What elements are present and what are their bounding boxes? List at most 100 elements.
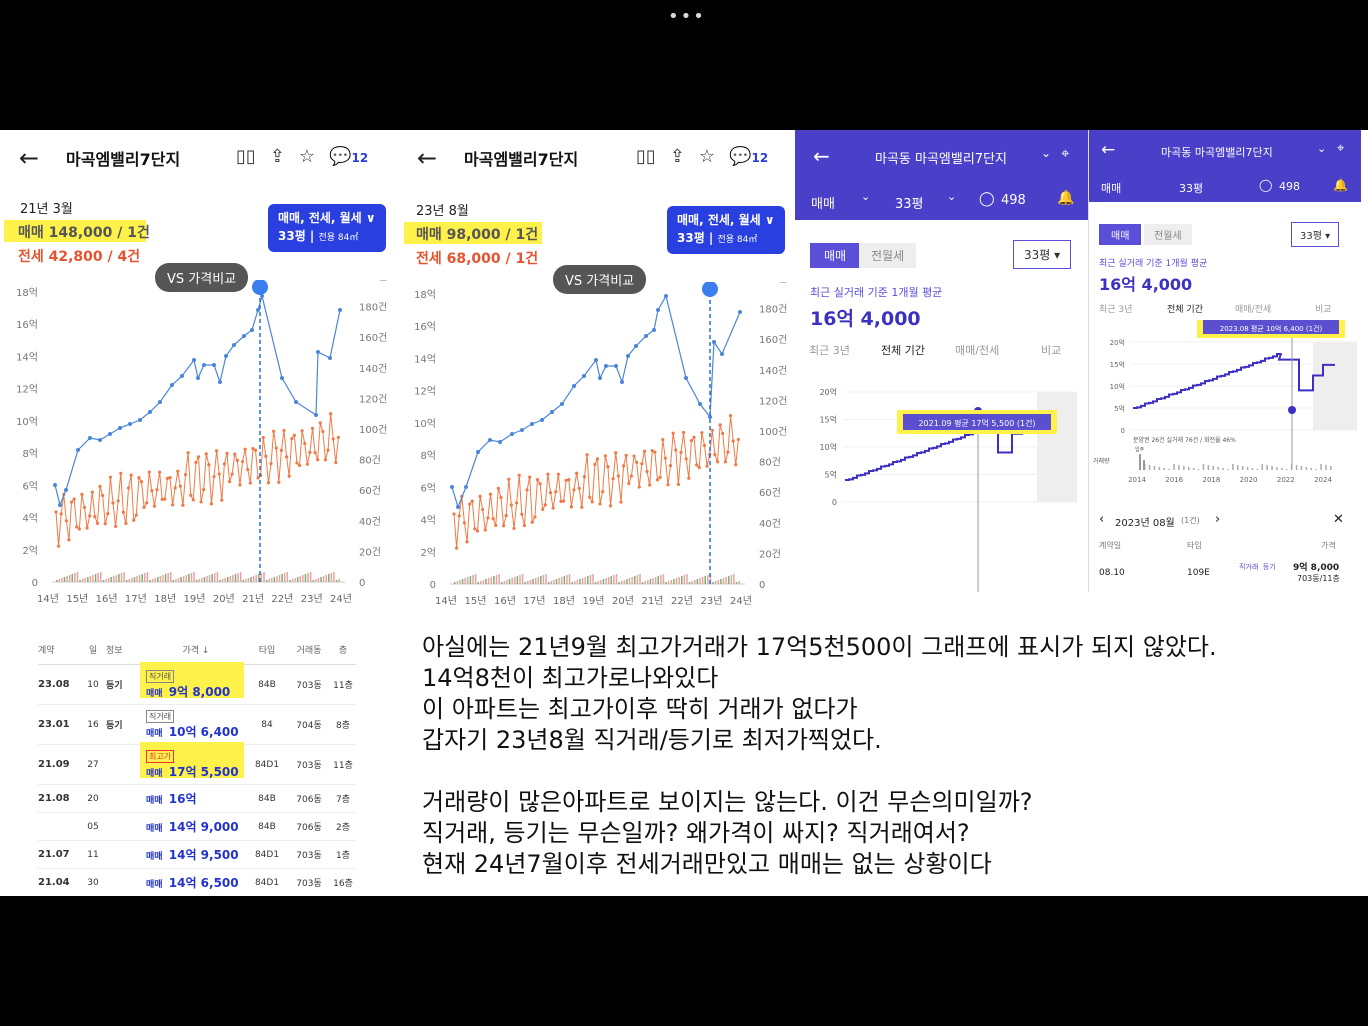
note-line: 직거래, 등기는 무슨일까? 왜가격이 싸지? 직거래여서?	[422, 819, 970, 847]
table-row[interactable]: 21.07 11 매매 14억 9,500 84D1 703동 1층	[38, 841, 356, 869]
jeonse-point	[590, 500, 594, 504]
volume-bar	[250, 577, 252, 582]
sale-point	[58, 503, 62, 507]
trade-filter-button[interactable]: 매매, 전세, 월세 ∨ 33평 | 전용 84㎡	[268, 204, 386, 252]
table-row[interactable]: 21.09 27 최고가 매매 17억 5,500 84D1 703동 11층	[38, 741, 356, 785]
volume-bar	[727, 576, 730, 584]
volume-bar	[144, 573, 146, 582]
trade-tag: 직거래	[146, 709, 175, 723]
tab-compare[interactable]: 비교	[1041, 344, 1062, 357]
jeonse-point	[272, 429, 276, 433]
bell-icon[interactable]: 🔔	[1333, 178, 1348, 192]
tab-all-period[interactable]: 전체 기간	[881, 344, 925, 357]
compare-button[interactable]: VS 가격비교	[553, 265, 647, 294]
jeonse-point	[142, 505, 146, 509]
jeonse-point	[305, 462, 309, 466]
close-icon[interactable]: ✕	[1333, 512, 1344, 527]
comment-count: 12	[351, 151, 369, 165]
comment-icon[interactable]: ◯	[979, 191, 995, 207]
location-pin-icon[interactable]: ⌖	[1337, 141, 1345, 156]
volume-bar	[276, 576, 278, 582]
jeonse-point	[499, 495, 503, 500]
volume-bar	[180, 577, 182, 582]
back-arrow-icon[interactable]: ←	[1101, 140, 1116, 160]
jeonse-point	[629, 474, 634, 478]
header-actions: ▯▯ ⇪ ☆ 💬12	[636, 146, 768, 167]
list-item[interactable]: 08.10 109E 직거래 등기 9억 8,000 703동/11층	[1089, 560, 1361, 590]
table-row[interactable]: 21.08 20 매매 16억 84B 706동 7층	[38, 785, 356, 813]
asil-panel-2023: ← 마곡엠밸리7단지 ▯▯ ⇪ ☆ 💬12 23년 8월 매매 98,000 /…	[400, 130, 795, 630]
volume-bar	[320, 577, 322, 582]
floor: 16층	[333, 879, 353, 889]
tab-all-period[interactable]: 전체 기간	[1167, 305, 1203, 315]
sale-point	[530, 422, 534, 426]
prev-month-icon[interactable]: ‹	[1099, 512, 1105, 527]
back-arrow-icon[interactable]: ←	[416, 144, 438, 172]
tab-recent-3y[interactable]: 최근 3년	[1099, 305, 1133, 315]
location-pin-icon[interactable]: ⌖	[1061, 144, 1070, 162]
table-row[interactable]: 23.01 16 등기 직거래 매매 10억 6,400 84 704동 8층	[38, 705, 356, 745]
jeonse-point	[77, 527, 81, 531]
deal-type-select[interactable]: 매매	[811, 197, 835, 212]
size-dropdown[interactable]: 33평 ▾	[1013, 240, 1072, 269]
jeonse-point	[137, 475, 141, 480]
tab-sale-jeonse[interactable]: 매매/전세	[955, 344, 1000, 357]
table-row[interactable]: 23.08 10 등기 직거래 매매 9억 8,000 84B 703동 11층	[38, 661, 356, 705]
volume-bar	[493, 576, 495, 584]
volume-bar	[537, 577, 539, 584]
volume-bar	[1183, 466, 1185, 470]
jeonse-point	[734, 463, 738, 467]
volume-bar	[602, 579, 605, 584]
map-icon[interactable]: ▯▯	[636, 146, 656, 167]
size-dropdown[interactable]: 33평 ▾	[1291, 222, 1340, 247]
trade-filter-button[interactable]: 매매, 전세, 월세 ∨ 33평 | 전용 84㎡	[667, 206, 785, 254]
comment-icon[interactable]: 💬12	[329, 146, 369, 167]
y-tick-label: 0	[832, 498, 837, 507]
compare-button[interactable]: VS 가격비교	[155, 263, 249, 292]
table-row[interactable]: 05 매매 14억 9,000 84B 706동 2층	[38, 813, 356, 841]
volume-bar	[579, 579, 581, 584]
jeonse-point	[243, 447, 247, 451]
x-tick-label: 19년	[184, 593, 206, 605]
tab-sale[interactable]: 매매	[1099, 224, 1142, 245]
volume-bar	[605, 578, 607, 584]
chevron-down-icon[interactable]: ⌄	[1041, 146, 1052, 160]
volume-bar	[626, 579, 628, 584]
volume-bar	[94, 574, 97, 582]
share-icon[interactable]: ⇪	[669, 146, 685, 167]
bell-icon[interactable]: 🔔	[1057, 190, 1075, 206]
next-month-icon[interactable]: ›	[1215, 512, 1221, 527]
back-arrow-icon[interactable]: ←	[813, 144, 830, 168]
highlight-mark	[404, 222, 542, 244]
jeonse-point	[264, 454, 268, 458]
back-arrow-icon[interactable]: ←	[18, 144, 40, 172]
comment-icon[interactable]: ◯	[1259, 178, 1273, 192]
table-row[interactable]: 21.04 30 매매 14억 6,500 84D1 703동 16층	[38, 869, 356, 896]
tab-rent[interactable]: 전월세	[1144, 224, 1192, 245]
chevron-down-icon[interactable]: ⌄	[1317, 142, 1327, 155]
deal-type-select[interactable]: 매매	[1101, 182, 1122, 195]
trade-tags: 직거래 등기	[1239, 563, 1276, 571]
jeonse-point	[606, 465, 610, 469]
size-select[interactable]: 33평	[895, 197, 924, 212]
share-icon[interactable]: ⇪	[269, 146, 285, 167]
star-icon[interactable]: ☆	[298, 146, 316, 167]
size-select[interactable]: 33평	[1179, 182, 1204, 195]
map-icon[interactable]: ▯▯	[236, 146, 256, 167]
y2-tick-label: 80건	[759, 457, 781, 469]
star-icon[interactable]: ☆	[698, 146, 716, 167]
sale-point	[540, 418, 544, 422]
tab-sale-jeonse[interactable]: 매매/전세	[1235, 305, 1272, 315]
volume-bar	[56, 580, 58, 582]
tab-compare[interactable]: 비교	[1315, 305, 1332, 315]
comment-icon[interactable]: 💬12	[729, 146, 769, 167]
jeonse-point	[150, 489, 154, 493]
window-menu-dots[interactable]: •••	[668, 6, 706, 27]
tab-rent[interactable]: 전월세	[859, 243, 917, 268]
sale-point	[572, 384, 576, 388]
volume-bar	[278, 575, 281, 582]
col-header-sortable[interactable]: 가격 ↓	[182, 646, 210, 656]
volume-bar	[1139, 454, 1141, 470]
tab-sale[interactable]: 매매	[810, 243, 861, 268]
tab-recent-3y[interactable]: 최근 3년	[809, 344, 850, 357]
